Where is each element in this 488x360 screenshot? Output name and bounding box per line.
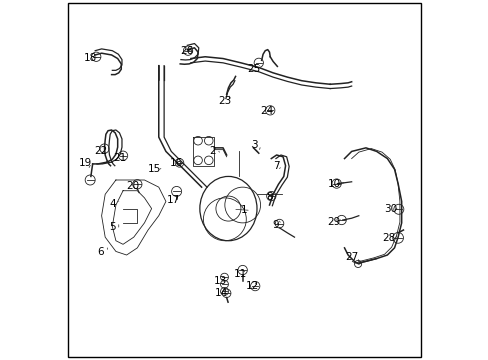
Text: 23: 23 [218,96,231,106]
Text: 17: 17 [166,195,179,204]
Text: 29: 29 [326,217,340,227]
Text: 30: 30 [384,204,397,214]
Text: 9: 9 [271,220,278,230]
Text: 27: 27 [345,252,358,262]
Text: 12: 12 [245,282,259,292]
Text: 18: 18 [83,53,97,63]
Text: 20: 20 [126,181,139,192]
Text: 1: 1 [241,205,247,215]
Text: 15: 15 [147,163,161,174]
Text: 7: 7 [272,161,279,171]
Text: 14: 14 [214,288,227,297]
Text: 5: 5 [109,222,115,232]
Text: 2: 2 [208,147,215,157]
Text: 19: 19 [79,158,92,168]
Text: 4: 4 [109,199,116,209]
Text: 13: 13 [213,276,226,286]
Text: 25: 25 [246,64,260,73]
Text: 21: 21 [113,153,126,163]
Text: 10: 10 [327,179,341,189]
Text: 22: 22 [94,146,107,156]
Text: 26: 26 [180,46,193,56]
Text: 3: 3 [251,140,257,150]
Text: 16: 16 [170,158,183,168]
Text: 8: 8 [265,192,272,202]
Text: 24: 24 [260,107,273,116]
Text: 6: 6 [98,247,104,257]
Text: 28: 28 [382,233,395,243]
Text: 11: 11 [233,269,246,279]
